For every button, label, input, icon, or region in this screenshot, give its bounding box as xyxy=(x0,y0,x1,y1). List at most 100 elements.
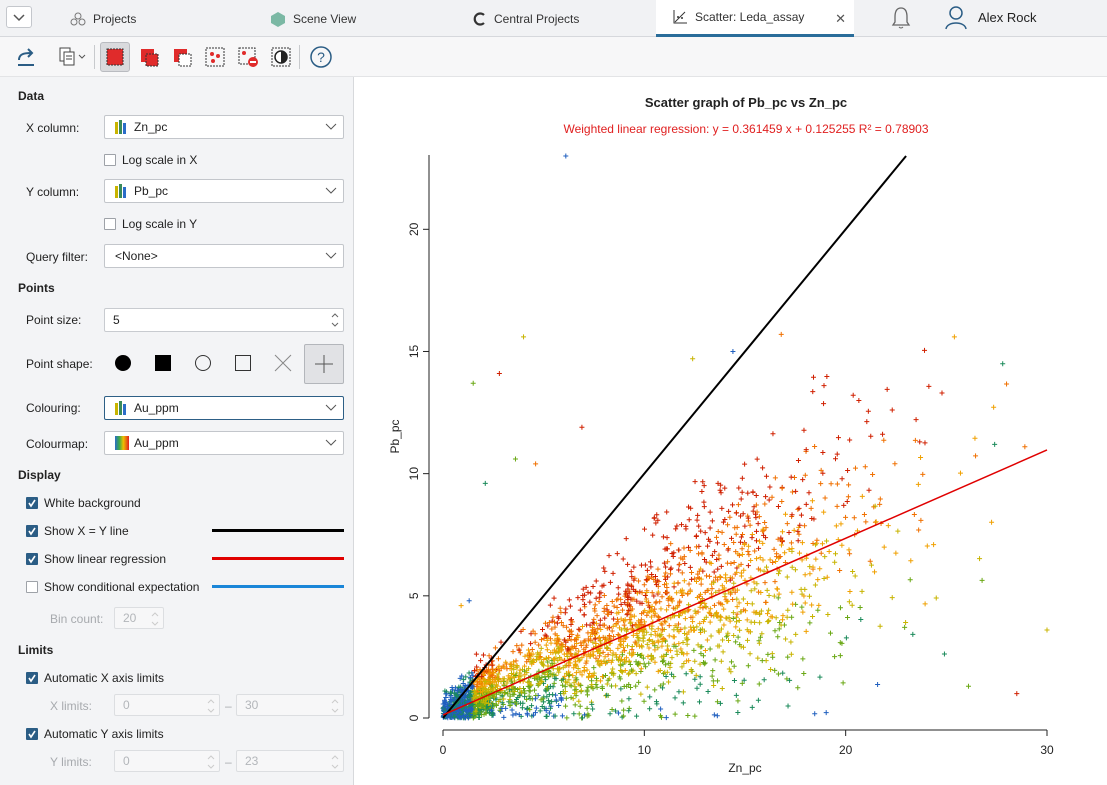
data-point xyxy=(824,374,830,380)
stepper-arrows[interactable] xyxy=(330,753,340,771)
checkbox-checked[interactable] xyxy=(26,672,38,684)
regression-colour-sample[interactable] xyxy=(212,557,344,560)
data-point xyxy=(872,519,878,525)
checkbox[interactable] xyxy=(26,581,38,593)
clear-selection-button[interactable] xyxy=(233,42,263,72)
data-point xyxy=(553,641,559,647)
data-point xyxy=(713,589,719,595)
xy-line-colour-sample[interactable] xyxy=(212,529,344,532)
data-point xyxy=(722,516,728,522)
data-point xyxy=(719,685,725,691)
white-background-checkbox[interactable]: White background xyxy=(26,496,141,510)
data-point xyxy=(742,461,748,467)
log-y-checkbox[interactable]: Log scale in Y xyxy=(104,217,197,231)
help-button[interactable]: ? xyxy=(306,42,336,72)
stepper-arrows[interactable] xyxy=(330,697,340,715)
data-point xyxy=(788,651,794,657)
regression-checkbox[interactable]: Show linear regression xyxy=(26,552,166,566)
data-point xyxy=(652,659,658,665)
stepper-arrows[interactable] xyxy=(150,610,160,628)
checkbox-checked[interactable] xyxy=(26,728,38,740)
select-add-button[interactable] xyxy=(134,42,164,72)
checkbox[interactable] xyxy=(104,154,116,166)
data-point xyxy=(677,600,683,606)
tab-projects[interactable]: Projects xyxy=(70,0,136,37)
query-filter-select[interactable]: <None> xyxy=(104,244,344,268)
bin-count-input[interactable]: 20 xyxy=(114,607,164,629)
y-limit-min-input[interactable]: 0 xyxy=(114,750,220,772)
data-point xyxy=(817,566,823,572)
close-icon[interactable]: ✕ xyxy=(835,11,846,26)
select-points-button[interactable] xyxy=(200,42,230,72)
x-limit-min-input[interactable]: 0 xyxy=(114,694,220,716)
data-point xyxy=(515,674,521,680)
export-button[interactable] xyxy=(11,42,41,72)
colouring-select[interactable]: Au_ppm xyxy=(104,396,344,420)
select-subtract-button[interactable] xyxy=(167,42,197,72)
colourmap-select[interactable]: Au_ppm xyxy=(104,431,344,455)
checkbox[interactable] xyxy=(104,218,116,230)
user-menu[interactable]: Alex Rock xyxy=(944,4,1037,30)
x-limit-max-input[interactable]: 30 xyxy=(236,694,344,716)
data-point xyxy=(810,564,816,570)
y-column-select[interactable]: Pb_pc xyxy=(104,179,344,203)
data-point xyxy=(444,704,450,710)
checkbox-checked[interactable] xyxy=(26,553,38,565)
data-point xyxy=(912,437,918,443)
shape-plus-button[interactable] xyxy=(304,344,344,384)
data-point xyxy=(768,667,774,673)
checkbox-checked[interactable] xyxy=(26,525,38,537)
data-point xyxy=(489,707,495,713)
data-point xyxy=(764,587,770,593)
stepper-arrows[interactable] xyxy=(330,311,340,329)
shape-filled-circle-button[interactable] xyxy=(104,344,142,382)
bell-icon[interactable] xyxy=(890,5,912,34)
tab-central-projects[interactable]: Central Projects xyxy=(473,0,579,37)
point-size-input[interactable]: 5 xyxy=(104,308,344,332)
data-point xyxy=(622,668,628,674)
shape-square-button[interactable] xyxy=(224,344,262,382)
checkbox-checked[interactable] xyxy=(26,497,38,509)
stepper-arrows[interactable] xyxy=(206,753,216,771)
shape-cross-button[interactable] xyxy=(264,344,302,382)
data-point xyxy=(572,690,578,696)
data-point xyxy=(526,666,532,672)
data-point xyxy=(562,610,568,616)
chart-area[interactable]: Scatter graph of Pb_pc vs Zn_pc Weighted… xyxy=(355,77,1107,785)
log-x-checkbox[interactable]: Log scale in X xyxy=(104,153,197,167)
auto-y-limits-checkbox[interactable]: Automatic Y axis limits xyxy=(26,727,164,741)
data-point xyxy=(635,635,641,641)
auto-x-limits-checkbox[interactable]: Automatic X axis limits xyxy=(26,671,164,685)
data-point xyxy=(799,540,805,546)
data-point xyxy=(485,688,491,694)
section-data: Data xyxy=(18,89,45,103)
data-point xyxy=(707,509,713,515)
data-point xyxy=(522,653,528,659)
data-point xyxy=(675,627,681,633)
stepper-arrows[interactable] xyxy=(206,697,216,715)
data-point xyxy=(636,679,642,685)
copy-button[interactable] xyxy=(54,42,90,72)
x-column-select[interactable]: Zn_pc xyxy=(104,115,344,139)
invert-selection-button[interactable] xyxy=(266,42,296,72)
data-point xyxy=(487,710,493,716)
data-point xyxy=(560,676,566,682)
data-point xyxy=(592,602,598,608)
data-point xyxy=(766,607,772,613)
data-point xyxy=(576,698,582,704)
tab-menu-button[interactable] xyxy=(6,6,32,28)
data-point xyxy=(698,566,704,572)
scatter-plot[interactable]: 0 10 20 30 0 5 10 15 20 Zn_pc Pb_pc xyxy=(355,77,1107,785)
y-limit-max-input[interactable]: 23 xyxy=(236,750,344,772)
data-point xyxy=(661,560,667,566)
xy-line-checkbox[interactable]: Show X = Y line xyxy=(26,524,129,538)
select-box-button[interactable] xyxy=(100,42,130,72)
tab-scatter[interactable]: Scatter: Leda_assay ✕ xyxy=(656,0,854,37)
data-point xyxy=(866,487,872,493)
conditional-checkbox[interactable]: Show conditional expectation xyxy=(26,580,199,594)
shape-filled-square-button[interactable] xyxy=(144,344,182,382)
data-point xyxy=(939,390,945,396)
conditional-colour-sample[interactable] xyxy=(212,585,344,588)
shape-circle-button[interactable] xyxy=(184,344,222,382)
tab-scene-view[interactable]: Scene View xyxy=(270,0,356,37)
